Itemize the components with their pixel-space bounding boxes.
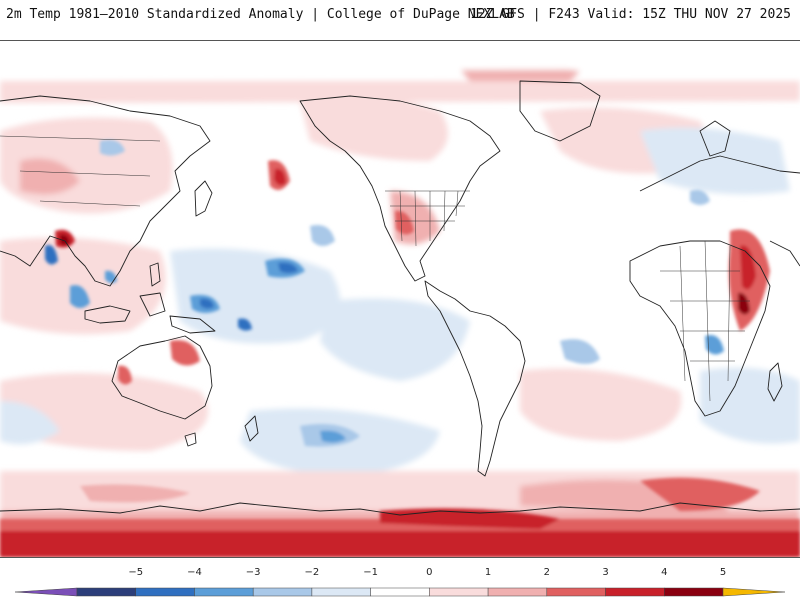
political-borders xyxy=(0,135,750,402)
anomaly-map[interactable] xyxy=(0,40,800,558)
colorbar-tick-label: 5 xyxy=(719,567,727,578)
colorbar-tick-label: −2 xyxy=(304,567,320,578)
colorbar-tick-label: −5 xyxy=(128,567,144,578)
colorbar-max-triangle xyxy=(722,587,786,597)
colorbar-tick-label: 0 xyxy=(426,567,433,578)
map-title: 2m Temp 1981–2010 Standardized Anomaly |… xyxy=(6,7,515,22)
colorbar-segments xyxy=(14,587,786,597)
colorbar-tick-labels: −5 −4 −3 −2 −1 0 1 2 3 4 5 xyxy=(0,565,800,581)
colorbar-band xyxy=(487,587,548,597)
coastlines xyxy=(0,80,800,516)
colorbar-band xyxy=(135,587,195,597)
colorbar: −5 −4 −3 −2 −1 0 1 2 3 4 5 xyxy=(0,565,800,600)
colorbar-band xyxy=(664,587,724,597)
colorbar-band xyxy=(252,587,313,597)
model-run-valid-time: 12Z GFS | F243 Valid: 15Z THU NOV 27 202… xyxy=(470,7,791,22)
colorbar-band xyxy=(429,587,489,597)
colorbar-band xyxy=(546,587,606,597)
colorbar-min-triangle xyxy=(14,587,78,597)
colorbar-tick-label: −3 xyxy=(245,567,261,578)
colorbar-tick-label: −4 xyxy=(187,567,202,578)
colorbar-tick-label: −1 xyxy=(363,567,378,578)
header: 2m Temp 1981–2010 Standardized Anomaly |… xyxy=(0,0,800,32)
colorbar-band xyxy=(76,587,136,597)
strong-anomaly-field xyxy=(0,139,800,557)
colorbar-tick-label: 3 xyxy=(602,567,609,578)
colorbar-band xyxy=(605,587,665,597)
colorbar-band xyxy=(311,587,371,597)
colorbar-tick-label: 4 xyxy=(661,567,668,578)
colorbar-tick-label: 1 xyxy=(484,567,492,578)
colorbar-band xyxy=(370,587,430,597)
colorbar-band xyxy=(194,587,254,597)
colorbar-tick-label: 2 xyxy=(543,567,550,578)
